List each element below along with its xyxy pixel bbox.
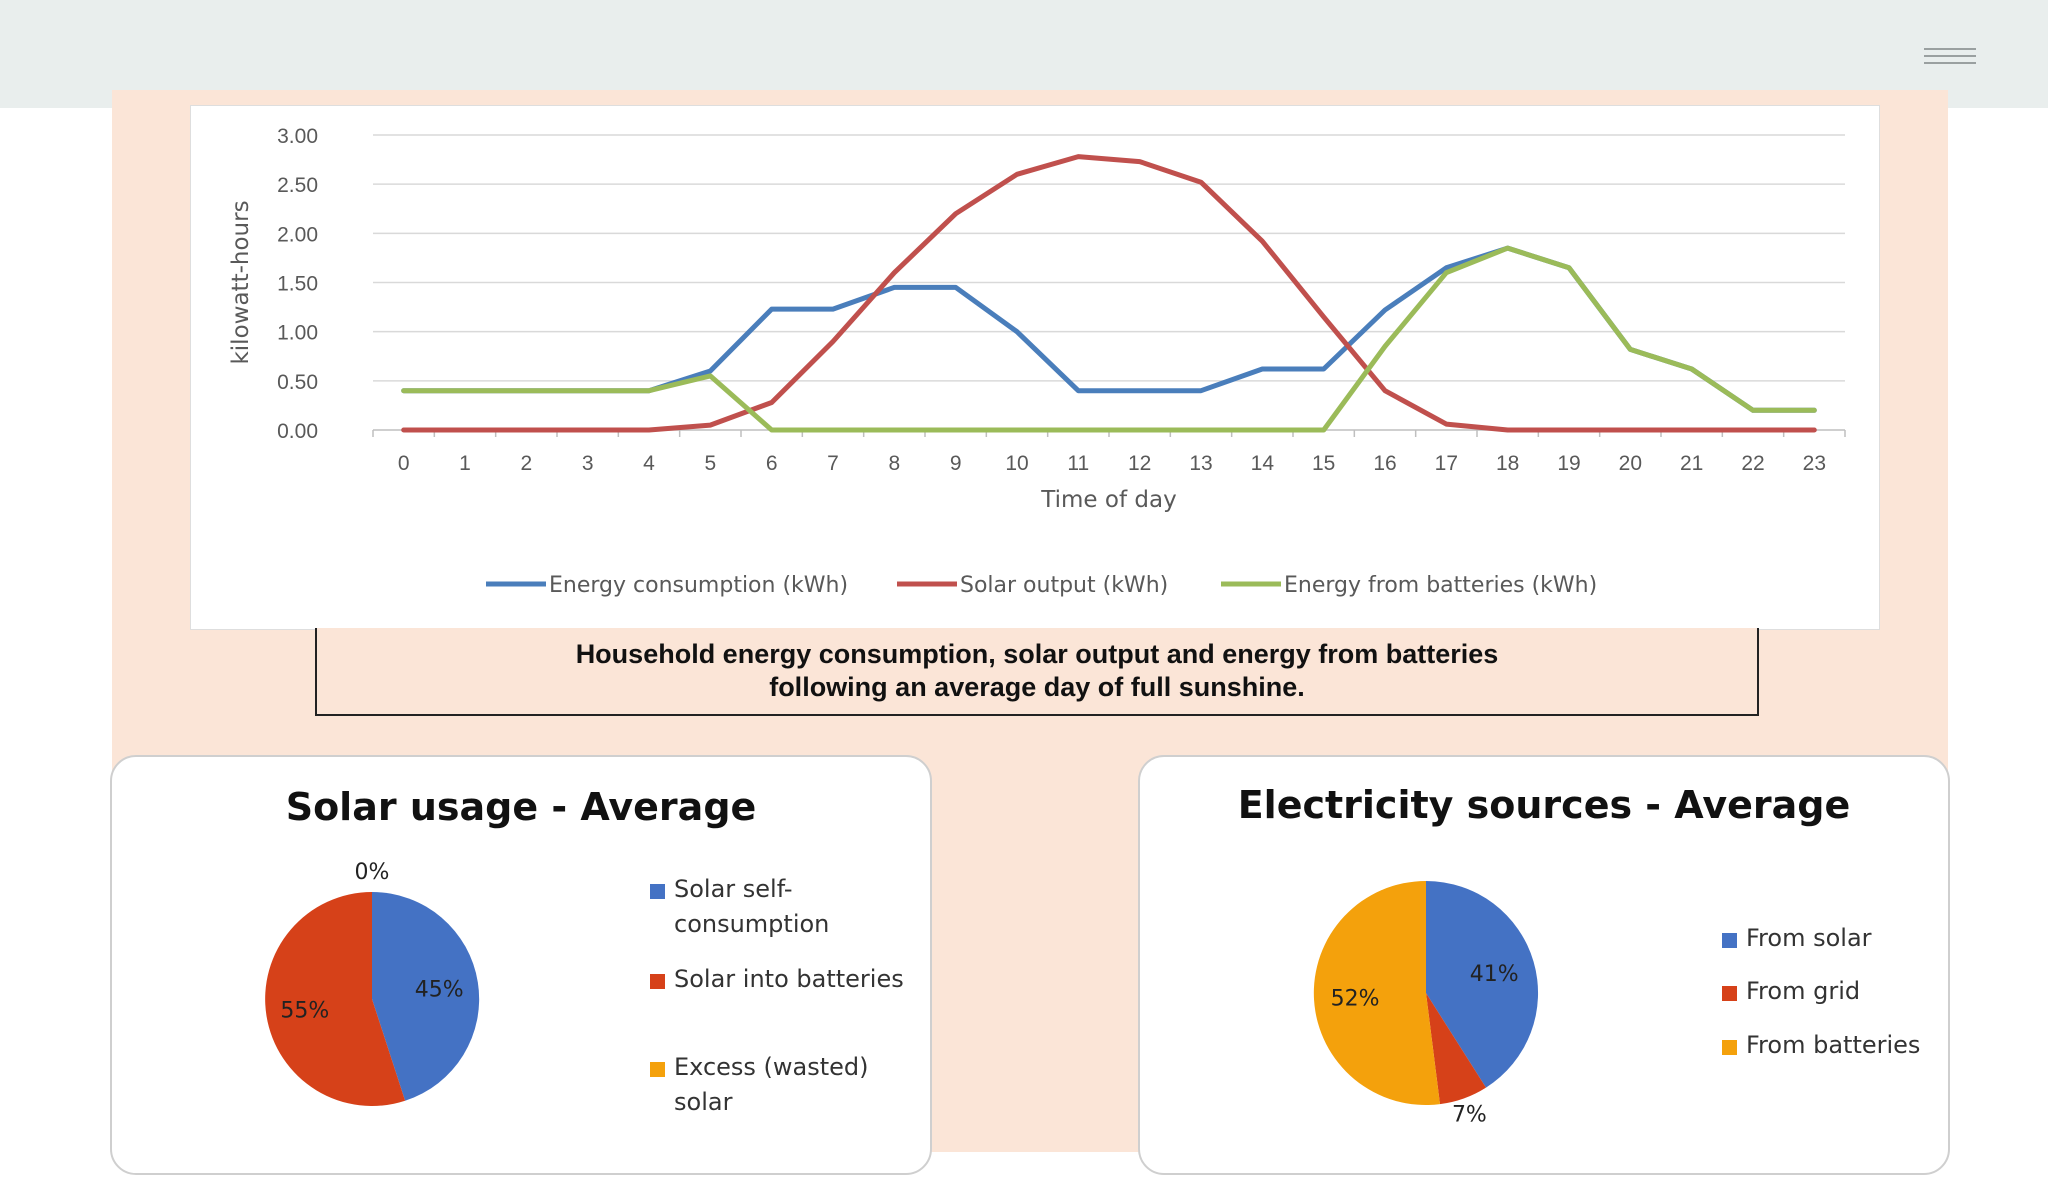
series-line-1 <box>401 154 1817 433</box>
x-tick-label: 18 <box>1496 452 1519 475</box>
line-chart: 0.000.501.001.502.002.503.000 1 2 3 4 5 6 7 8 9 10… <box>228 125 1846 598</box>
legend-text-line: From grid <box>1746 977 1861 1005</box>
x-tick-label: 11 <box>1067 452 1089 475</box>
x-tick-label: 6 <box>766 452 778 475</box>
legend-text-line: Solar into batteries <box>674 965 904 993</box>
chart-caption: Household energy consumption, solar outp… <box>315 628 1759 716</box>
electricity-sources-panel: Electricity sources - Average 41% 7% 52% F… <box>1138 755 1950 1175</box>
legend-swatch-0 <box>1722 933 1737 948</box>
pie-label-2: 52% <box>1331 987 1380 1012</box>
x-tick-label: 2 <box>520 452 532 475</box>
hamburger-menu-icon[interactable] <box>1924 48 1976 64</box>
legend-swatch-0 <box>650 884 665 899</box>
x-tick-label: 12 <box>1128 452 1151 475</box>
legend-item-2: From batteries <box>1722 1028 1921 1063</box>
legend-swatch-1 <box>1722 986 1737 1001</box>
y-axis-title: kilowatt-hours <box>228 200 254 364</box>
series-line-0 <box>401 245 1817 413</box>
legend-item-2: Excess (wasted) solar <box>650 1050 869 1120</box>
x-tick-label: 3 <box>582 452 594 475</box>
y-tick-label: 2.00 <box>277 223 318 246</box>
pie-label-1: 7% <box>1452 1102 1487 1127</box>
pie-slice-1 <box>1426 993 1486 1105</box>
legend-item-1: Solar into batteries <box>650 962 904 997</box>
y-tick-label: 3.00 <box>277 125 318 148</box>
x-tick-label: 22 <box>1741 452 1764 475</box>
pie-slice-0 <box>1426 881 1539 1088</box>
line-chart-panel: 0.00 0.50 1.00 1.50 2.00 2.50 3.00 0 1 2 3 4 5 6 7 8 9 10… <box>190 105 1880 630</box>
x-tick-label: 21 <box>1680 452 1703 475</box>
pie-label-1: 55% <box>280 999 329 1024</box>
caption-line-1: Household energy consumption, solar outp… <box>575 639 1499 669</box>
legend-swatch-2 <box>1722 1040 1737 1055</box>
x-tick-label: 5 <box>704 452 716 475</box>
y-tick-label: 1.00 <box>277 322 318 345</box>
x-tick-label: 10 <box>1005 452 1028 475</box>
pie-label-0: 45% <box>415 977 464 1002</box>
electricity-sources-title: Electricity sources - Average <box>1237 783 1851 827</box>
electricity-sources-pie: 41% 7% 52% <box>1313 880 1539 1127</box>
legend-text-line: Solar self- <box>674 875 793 903</box>
pie-slice-0 <box>372 891 480 1101</box>
y-tick-label: 1.50 <box>277 273 318 296</box>
pie-slice-2 <box>1313 880 1440 1105</box>
pie-label-2: 0% <box>355 860 390 885</box>
pie-label-0: 41% <box>1470 962 1519 987</box>
legend-item-1: From grid <box>1722 974 1861 1009</box>
legend-swatch-2 <box>650 1062 665 1077</box>
legend-swatch-1 <box>650 974 665 989</box>
x-tick-label: 20 <box>1619 452 1642 475</box>
legend-label-2: Energy from batteries (kWh) <box>1284 573 1597 598</box>
legend-label-1: Solar output (kWh) <box>960 573 1168 598</box>
x-tick-label: 15 <box>1312 452 1335 475</box>
x-tick-label: 1 <box>459 452 471 475</box>
legend-text-line: Excess (wasted) <box>674 1053 869 1081</box>
x-tick-label: 17 <box>1435 452 1458 475</box>
legend-text-line: From solar <box>1746 924 1872 952</box>
y-tick-label: 0.50 <box>277 371 318 394</box>
x-tick-label: 4 <box>643 452 655 475</box>
x-tick-label: 9 <box>950 452 962 475</box>
x-tick-label: 7 <box>827 452 839 475</box>
caption-line-2: following an average day of full sunshin… <box>769 672 1305 702</box>
x-tick-label: 16 <box>1373 452 1396 475</box>
x-tick-label: 13 <box>1189 452 1212 475</box>
legend-item-0: Solar self-consumption <box>650 872 830 942</box>
solar-usage-panel: Solar usage - Average 45% 55% 0% Solar sel… <box>110 755 932 1175</box>
legend-text-line: consumption <box>674 910 830 938</box>
x-tick-label: 14 <box>1251 452 1275 475</box>
series-line-2 <box>401 245 1817 433</box>
legend-text-line: From batteries <box>1746 1031 1921 1059</box>
solar-usage-title: Solar usage - Average <box>285 785 757 829</box>
x-tick-label: 0 <box>398 452 410 475</box>
pie-slice-1 <box>265 892 406 1106</box>
legend-text-line: solar <box>674 1088 733 1116</box>
solar-usage-pie: 45% 55% 0% <box>265 860 480 1106</box>
x-axis-title: Time of day <box>1040 487 1176 513</box>
x-tick-label: 19 <box>1557 452 1580 475</box>
x-tick-label: 8 <box>888 452 900 475</box>
y-tick-label: 0.00 <box>277 420 318 443</box>
y-tick-label: 2.50 <box>277 174 318 197</box>
x-tick-label: 23 <box>1803 452 1826 475</box>
legend-label-0: Energy consumption (kWh) <box>549 573 848 598</box>
legend-item-0: From solar <box>1722 921 1872 956</box>
